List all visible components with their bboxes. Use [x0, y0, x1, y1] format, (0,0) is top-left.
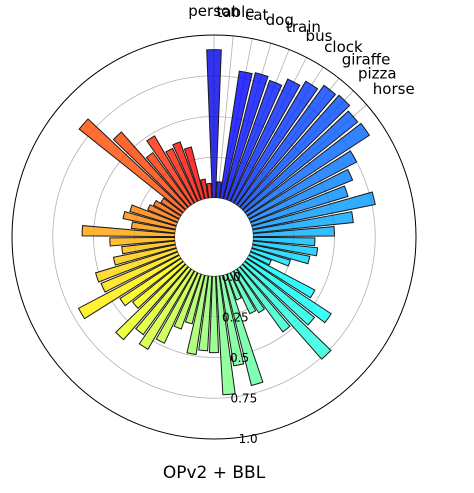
category-label: table: [216, 3, 254, 21]
category-labels: persontablecatdogtrainbusclockgiraffepiz…: [188, 2, 414, 98]
category-label: clock: [324, 38, 363, 56]
category-label: person: [188, 2, 239, 20]
chart-title: OPv2 + BBL: [163, 463, 266, 483]
category-label: train: [286, 18, 321, 36]
category-label: pizza: [358, 64, 397, 82]
radial-tick-label: 0.5: [230, 351, 249, 365]
outer-frame: [11, 34, 417, 440]
category-label: bus: [306, 27, 333, 45]
category-label: horse: [373, 80, 415, 98]
inner-hole: [175, 198, 253, 276]
radial-tick-label: 0.75: [230, 391, 257, 405]
category-label: dog: [266, 11, 294, 29]
radial-tick-label: 0.25: [222, 310, 249, 324]
category-label: cat: [245, 6, 268, 24]
radial-tick-label: 1.0: [239, 432, 258, 446]
category-label: giraffe: [342, 50, 391, 68]
